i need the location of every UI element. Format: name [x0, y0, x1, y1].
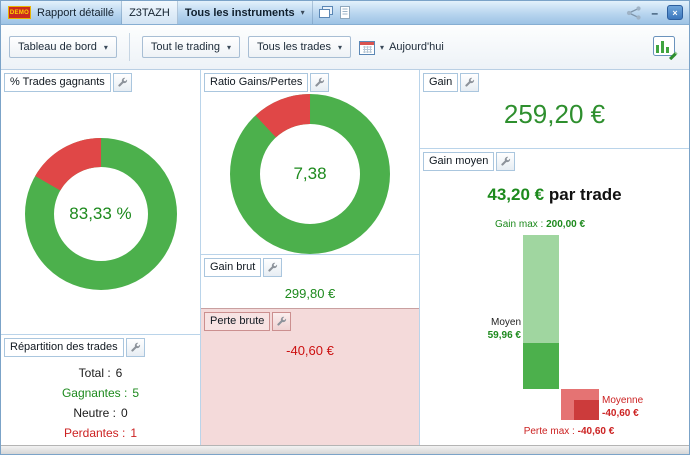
avg-gain-settings-button[interactable]	[496, 152, 516, 171]
gain-panel-title: Gain	[423, 73, 459, 92]
demo-badge: DEMO	[8, 6, 31, 19]
column-winrate: % Trades gagnants 83,33 % Répartition de…	[1, 70, 201, 445]
chevron-down-icon: ▾	[300, 8, 305, 17]
ratio-panel-title: Ratio Gains/Pertes	[204, 73, 309, 92]
chevron-down-icon: ▾	[380, 42, 385, 52]
ratio-settings-button[interactable]	[310, 73, 330, 92]
gross-loss-settings-button[interactable]	[272, 312, 292, 331]
close-button[interactable]: ×	[667, 5, 683, 20]
copy-report-icon[interactable]	[339, 6, 351, 19]
distribution-row-winners: Gagnantes :5	[61, 386, 140, 400]
distribution-panel: Répartition des trades Total :6 Gagnante…	[1, 334, 200, 445]
gross-gain-panel: Gain brut 299,80 €	[201, 254, 419, 308]
toolbar-separator	[128, 33, 130, 61]
loss-avg-block: Moyenne -40,60 €	[602, 394, 644, 419]
chevron-down-icon: ▾	[227, 42, 232, 52]
avg-gain-headline: 43,20 € par trade	[487, 185, 622, 204]
bar-gain-light	[523, 235, 559, 343]
window-resize-edge[interactable]	[1, 445, 689, 454]
distribution-row-losers: Perdantes :1	[63, 426, 138, 440]
distribution-settings-button[interactable]	[125, 338, 145, 357]
gross-gain-panel-title: Gain brut	[204, 258, 262, 277]
view-dropdown[interactable]: Tableau de bord ▾	[9, 36, 117, 58]
titlebar: DEMO Rapport détaillé Z3TAZH Tous les in…	[1, 1, 689, 25]
account-tab: Z3TAZH	[122, 1, 178, 24]
winrate-panel-title: % Trades gagnants	[4, 73, 111, 92]
titlebar-left: DEMO Rapport détaillé	[1, 1, 123, 24]
winrate-donut-chart: 83,33 %	[1, 94, 200, 334]
new-window-icon[interactable]	[318, 6, 333, 19]
chevron-down-icon: ▾	[338, 42, 343, 52]
gain-settings-button[interactable]	[460, 73, 480, 92]
account-label: Z3TAZH	[129, 6, 170, 19]
dashboard: % Trades gagnants 83,33 % Répartition de…	[1, 70, 689, 445]
loss-max-line: Perte max : -40,60 €	[523, 426, 615, 437]
statistics-chart-button[interactable]	[652, 35, 679, 60]
gain-max-label: Gain max : 200,00 €	[494, 219, 586, 230]
gain-bar-chart: Gain max : 200,00 € Moyen 59,96 € Moyenn…	[420, 207, 689, 445]
window-title: Rapport détaillé	[37, 6, 115, 19]
ratio-donut-chart: 7,38	[201, 94, 419, 254]
distribution-row-total: Total :6	[78, 366, 123, 380]
date-range-label: Aujourd'hui	[389, 41, 444, 53]
bar-gain-dark	[523, 342, 559, 389]
distribution-row-neutral: Neutre :0	[73, 406, 128, 420]
bar-loss-dark	[574, 399, 599, 420]
avg-gain-panel: Gain moyen 43,20 € par trade Gain max : …	[420, 148, 689, 445]
column-gain: Gain 259,20 € Gain moyen 43,20 € par tra…	[420, 70, 689, 445]
avg-label-block: Moyen 59,96 €	[487, 316, 521, 341]
gain-panel: Gain 259,20 €	[420, 70, 689, 148]
avg-gain-panel-title: Gain moyen	[423, 152, 495, 171]
gross-gain-value: 299,80 €	[284, 286, 336, 301]
gain-value: 259,20 €	[503, 99, 606, 129]
gross-loss-panel: Perte brute -40,60 €	[201, 308, 419, 445]
period-dropdown[interactable]: Tout le trading ▾	[141, 36, 241, 58]
share-icon[interactable]	[626, 5, 642, 20]
calendar-icon[interactable]	[359, 40, 376, 55]
gross-gain-settings-button[interactable]	[263, 258, 283, 277]
trades-dropdown[interactable]: Tous les trades ▾	[248, 36, 352, 58]
toolbar: Tableau de bord ▾ Tout le trading ▾ Tous…	[1, 25, 689, 70]
instrument-dropdown[interactable]: Tous les instruments ▾	[178, 1, 313, 24]
distribution-panel-title: Répartition des trades	[4, 338, 124, 357]
column-ratio: Ratio Gains/Pertes 7,38 Gain brut 299,80…	[201, 70, 420, 445]
minimize-button[interactable]: –	[651, 5, 658, 20]
gross-loss-value: -40,60 €	[286, 343, 334, 358]
chevron-down-icon: ▾	[103, 42, 108, 52]
winrate-settings-button[interactable]	[112, 73, 132, 92]
gross-loss-panel-title: Perte brute	[204, 312, 271, 331]
